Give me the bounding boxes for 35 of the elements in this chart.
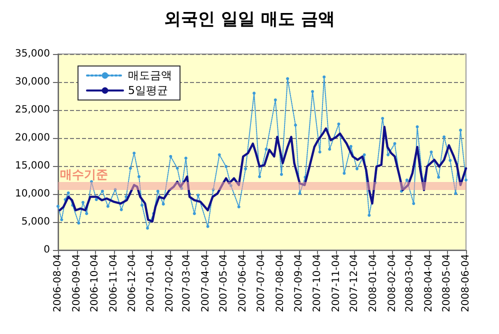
chart-title: 외국인 일일 매도 금액 (164, 10, 335, 30)
y-tick-label: 20,000 (15, 132, 50, 144)
x-tick-label: 2006-10-04 (90, 254, 101, 312)
y-tick-label: 0 (44, 244, 50, 256)
x-tick-label: 2008-02-04 (386, 254, 398, 312)
y-tick-label: 30,000 (15, 76, 50, 88)
x-tick-label: 2008-06-04 (460, 254, 472, 312)
x-tick-label: 2006-09-04 (71, 254, 82, 312)
x-tick-label: 2007-10-04 (312, 254, 323, 312)
x-tick-label: 2008-05-04 (442, 254, 453, 312)
x-tick-label: 2007-08-04 (274, 254, 286, 312)
x-tick-label: 2006-12-04 (126, 254, 138, 312)
y-tick-label: 10,000 (15, 188, 50, 200)
x-tick-label: 2007-02-04 (164, 254, 176, 312)
legend-label: 매도금액 (128, 69, 172, 82)
x-tick-label: 2007-07-04 (256, 254, 267, 312)
x-tick-label: 2008-04-04 (423, 254, 434, 312)
x-tick-label: 2007-01-04 (146, 254, 157, 312)
x-tick-label: 2007-03-04 (182, 254, 193, 312)
y-tick-label: 25,000 (15, 104, 50, 116)
y-tick-label: 35,000 (15, 48, 50, 60)
x-tick-label: 2006-11-04 (108, 254, 120, 312)
x-tick-label: 2006-08-04 (52, 254, 64, 312)
legend-label: 5일평균 (128, 84, 168, 97)
x-tick-label: 2007-11-04 (330, 254, 342, 312)
x-tick-label: 2007-09-04 (294, 254, 305, 312)
ref-line-label: 매수기준 (60, 168, 108, 182)
x-tick-label: 2007-04-04 (200, 254, 212, 312)
x-tick-label: 2008-01-04 (368, 254, 379, 312)
x-tick-label: 2007-06-04 (238, 254, 249, 312)
x-tick-label: 2007-05-04 (218, 254, 230, 312)
x-tick-label: 2007-12-04 (349, 254, 360, 312)
y-tick-label: 15,000 (15, 160, 50, 172)
x-tick-label: 2008-03-04 (404, 254, 416, 312)
y-tick-label: 5,000 (21, 216, 50, 228)
